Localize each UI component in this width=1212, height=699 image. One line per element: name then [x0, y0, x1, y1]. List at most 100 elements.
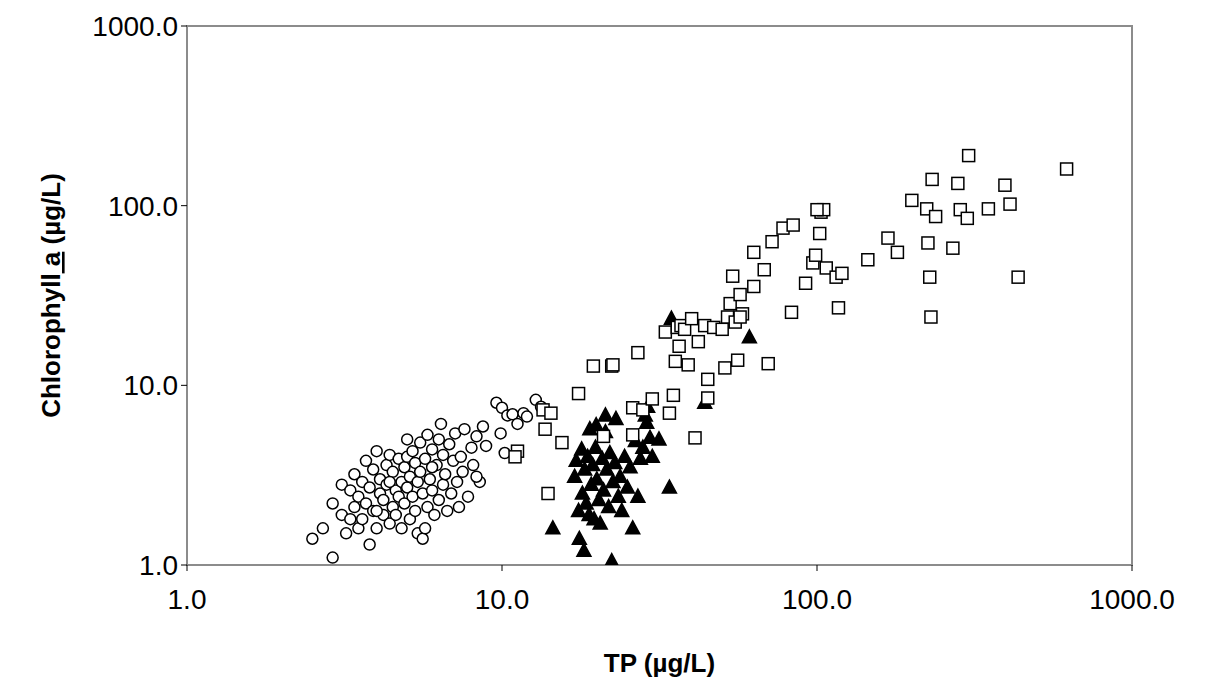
- point: [387, 466, 398, 477]
- point: [307, 533, 318, 544]
- y-tick: [181, 565, 187, 566]
- point: [452, 476, 463, 487]
- point: [433, 434, 444, 445]
- point: [814, 227, 826, 239]
- point: [669, 355, 681, 367]
- x-tick: [1132, 565, 1133, 571]
- point: [999, 179, 1011, 191]
- point: [364, 539, 375, 550]
- point: [640, 415, 654, 428]
- point: [922, 237, 934, 249]
- point: [463, 491, 474, 502]
- point: [402, 434, 413, 445]
- point: [573, 388, 585, 400]
- point: [810, 249, 822, 261]
- point: [446, 488, 457, 499]
- point: [429, 509, 440, 520]
- point: [384, 476, 395, 487]
- point: [593, 516, 607, 529]
- point: [459, 424, 470, 435]
- point: [734, 311, 746, 323]
- x-tick-label: 10.0: [475, 584, 530, 615]
- point: [424, 474, 435, 485]
- point: [471, 471, 482, 482]
- point: [407, 491, 418, 502]
- point: [742, 330, 756, 343]
- point: [327, 498, 338, 509]
- point: [682, 359, 694, 371]
- point: [963, 150, 975, 162]
- point: [433, 495, 444, 506]
- point: [891, 246, 903, 258]
- y-axis-title: Chlorophyll a (µg/L): [36, 173, 66, 418]
- point: [349, 502, 360, 513]
- point: [637, 404, 649, 416]
- point: [438, 479, 449, 490]
- y-tick-label: 1000.0: [92, 11, 178, 42]
- point: [748, 280, 760, 292]
- point: [862, 254, 874, 266]
- point: [466, 442, 477, 453]
- x-tick: [502, 565, 503, 571]
- y-tick-label: 10.0: [124, 370, 179, 401]
- point: [702, 373, 714, 385]
- point: [378, 495, 389, 506]
- point: [924, 271, 936, 283]
- point: [539, 423, 551, 435]
- y-tick: [181, 205, 187, 206]
- point: [662, 480, 676, 493]
- point: [435, 418, 446, 429]
- point: [545, 407, 557, 419]
- point: [427, 462, 438, 473]
- point: [626, 521, 640, 534]
- point: [546, 521, 560, 534]
- point: [930, 211, 942, 223]
- x-tick-label: 100.0: [782, 584, 852, 615]
- point: [620, 480, 634, 493]
- point: [652, 432, 666, 445]
- point: [719, 362, 731, 374]
- point: [732, 354, 744, 366]
- point: [396, 523, 407, 534]
- point: [947, 242, 959, 254]
- point: [631, 489, 645, 502]
- point: [345, 514, 356, 525]
- point: [1061, 163, 1073, 175]
- point: [455, 451, 466, 462]
- point: [422, 429, 433, 440]
- point: [659, 326, 671, 338]
- point: [442, 505, 453, 516]
- point: [357, 514, 368, 525]
- point: [689, 432, 701, 444]
- point: [495, 428, 506, 439]
- point: [787, 219, 799, 231]
- point: [371, 505, 382, 516]
- chart: 1.010.0100.01000.01.010.0100.01000.0TP (…: [0, 0, 1212, 699]
- point: [438, 449, 449, 460]
- point: [521, 411, 532, 422]
- point: [811, 204, 823, 216]
- point: [1012, 271, 1024, 283]
- y-tick-label: 100.0: [108, 191, 178, 222]
- point: [605, 554, 619, 565]
- point: [832, 302, 844, 314]
- point: [766, 236, 778, 248]
- y-tick: [181, 385, 187, 386]
- point: [427, 485, 438, 496]
- point: [673, 340, 685, 352]
- point: [692, 336, 704, 348]
- point: [906, 194, 918, 206]
- point: [440, 469, 451, 480]
- x-tick: [817, 565, 818, 571]
- point: [477, 421, 488, 432]
- point: [579, 496, 593, 509]
- point: [368, 464, 379, 475]
- point: [577, 543, 591, 556]
- point: [627, 429, 639, 441]
- x-tick-label: 1.0: [168, 584, 207, 615]
- point: [412, 476, 423, 487]
- point: [415, 466, 426, 477]
- point: [615, 503, 629, 516]
- point: [427, 444, 438, 455]
- point: [317, 523, 328, 534]
